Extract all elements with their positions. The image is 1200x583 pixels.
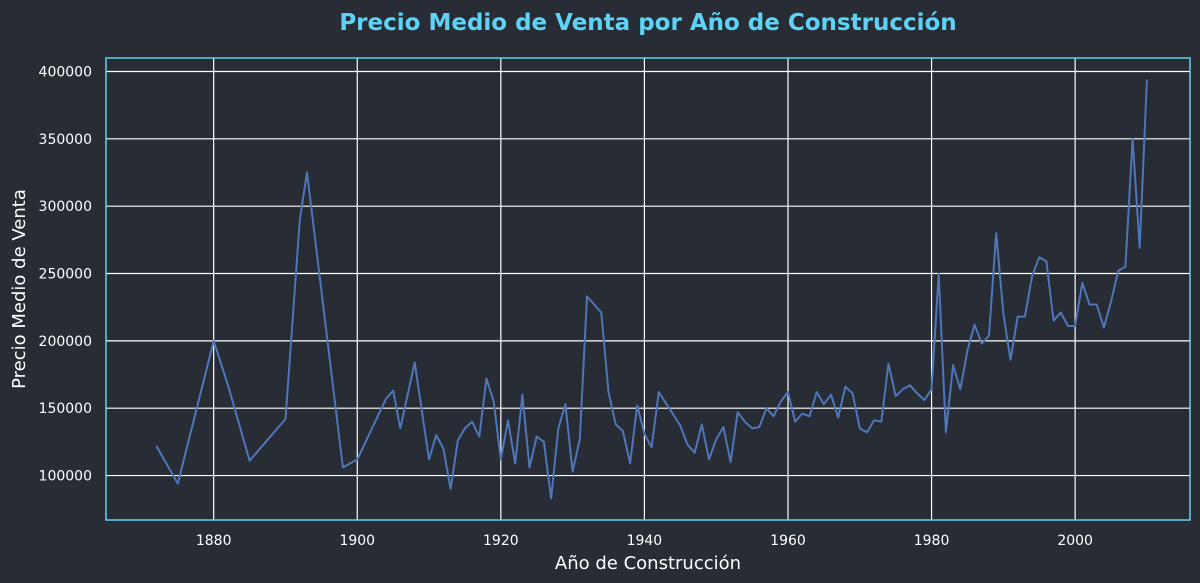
x-tick-label: 1980 [914, 533, 950, 549]
plot-frame [105, 57, 1191, 521]
y-axis-ticks: 100000 150000 200000 250000 300000 350000 4000… [39, 64, 92, 484]
x-tick-label: 1900 [339, 533, 375, 549]
y-tick-label: 150000 [39, 401, 92, 417]
x-axis-label: Año de Construcción [555, 553, 741, 574]
y-tick-label: 400000 [39, 64, 92, 80]
price-line [155, 79, 1148, 500]
x-tick-label: 1940 [627, 533, 663, 549]
grid [106, 58, 1190, 520]
x-tick-label: 1960 [770, 533, 806, 549]
chart-title: Precio Medio de Venta por Año de Constru… [339, 10, 956, 36]
x-axis-ticks: 1880 1900 1920 1940 1960 1980 2000 [196, 533, 1093, 549]
x-tick-label: 1920 [483, 533, 519, 549]
plot-series [155, 79, 1148, 500]
y-tick-label: 250000 [39, 267, 92, 283]
x-tick-label: 1880 [196, 533, 232, 549]
y-tick-label: 300000 [39, 199, 92, 215]
y-tick-label: 200000 [39, 334, 92, 350]
y-axis-label: Precio Medio de Venta [9, 189, 30, 389]
x-tick-label: 2000 [1057, 533, 1093, 549]
y-tick-label: 100000 [39, 469, 92, 485]
y-tick-label: 350000 [39, 132, 92, 148]
